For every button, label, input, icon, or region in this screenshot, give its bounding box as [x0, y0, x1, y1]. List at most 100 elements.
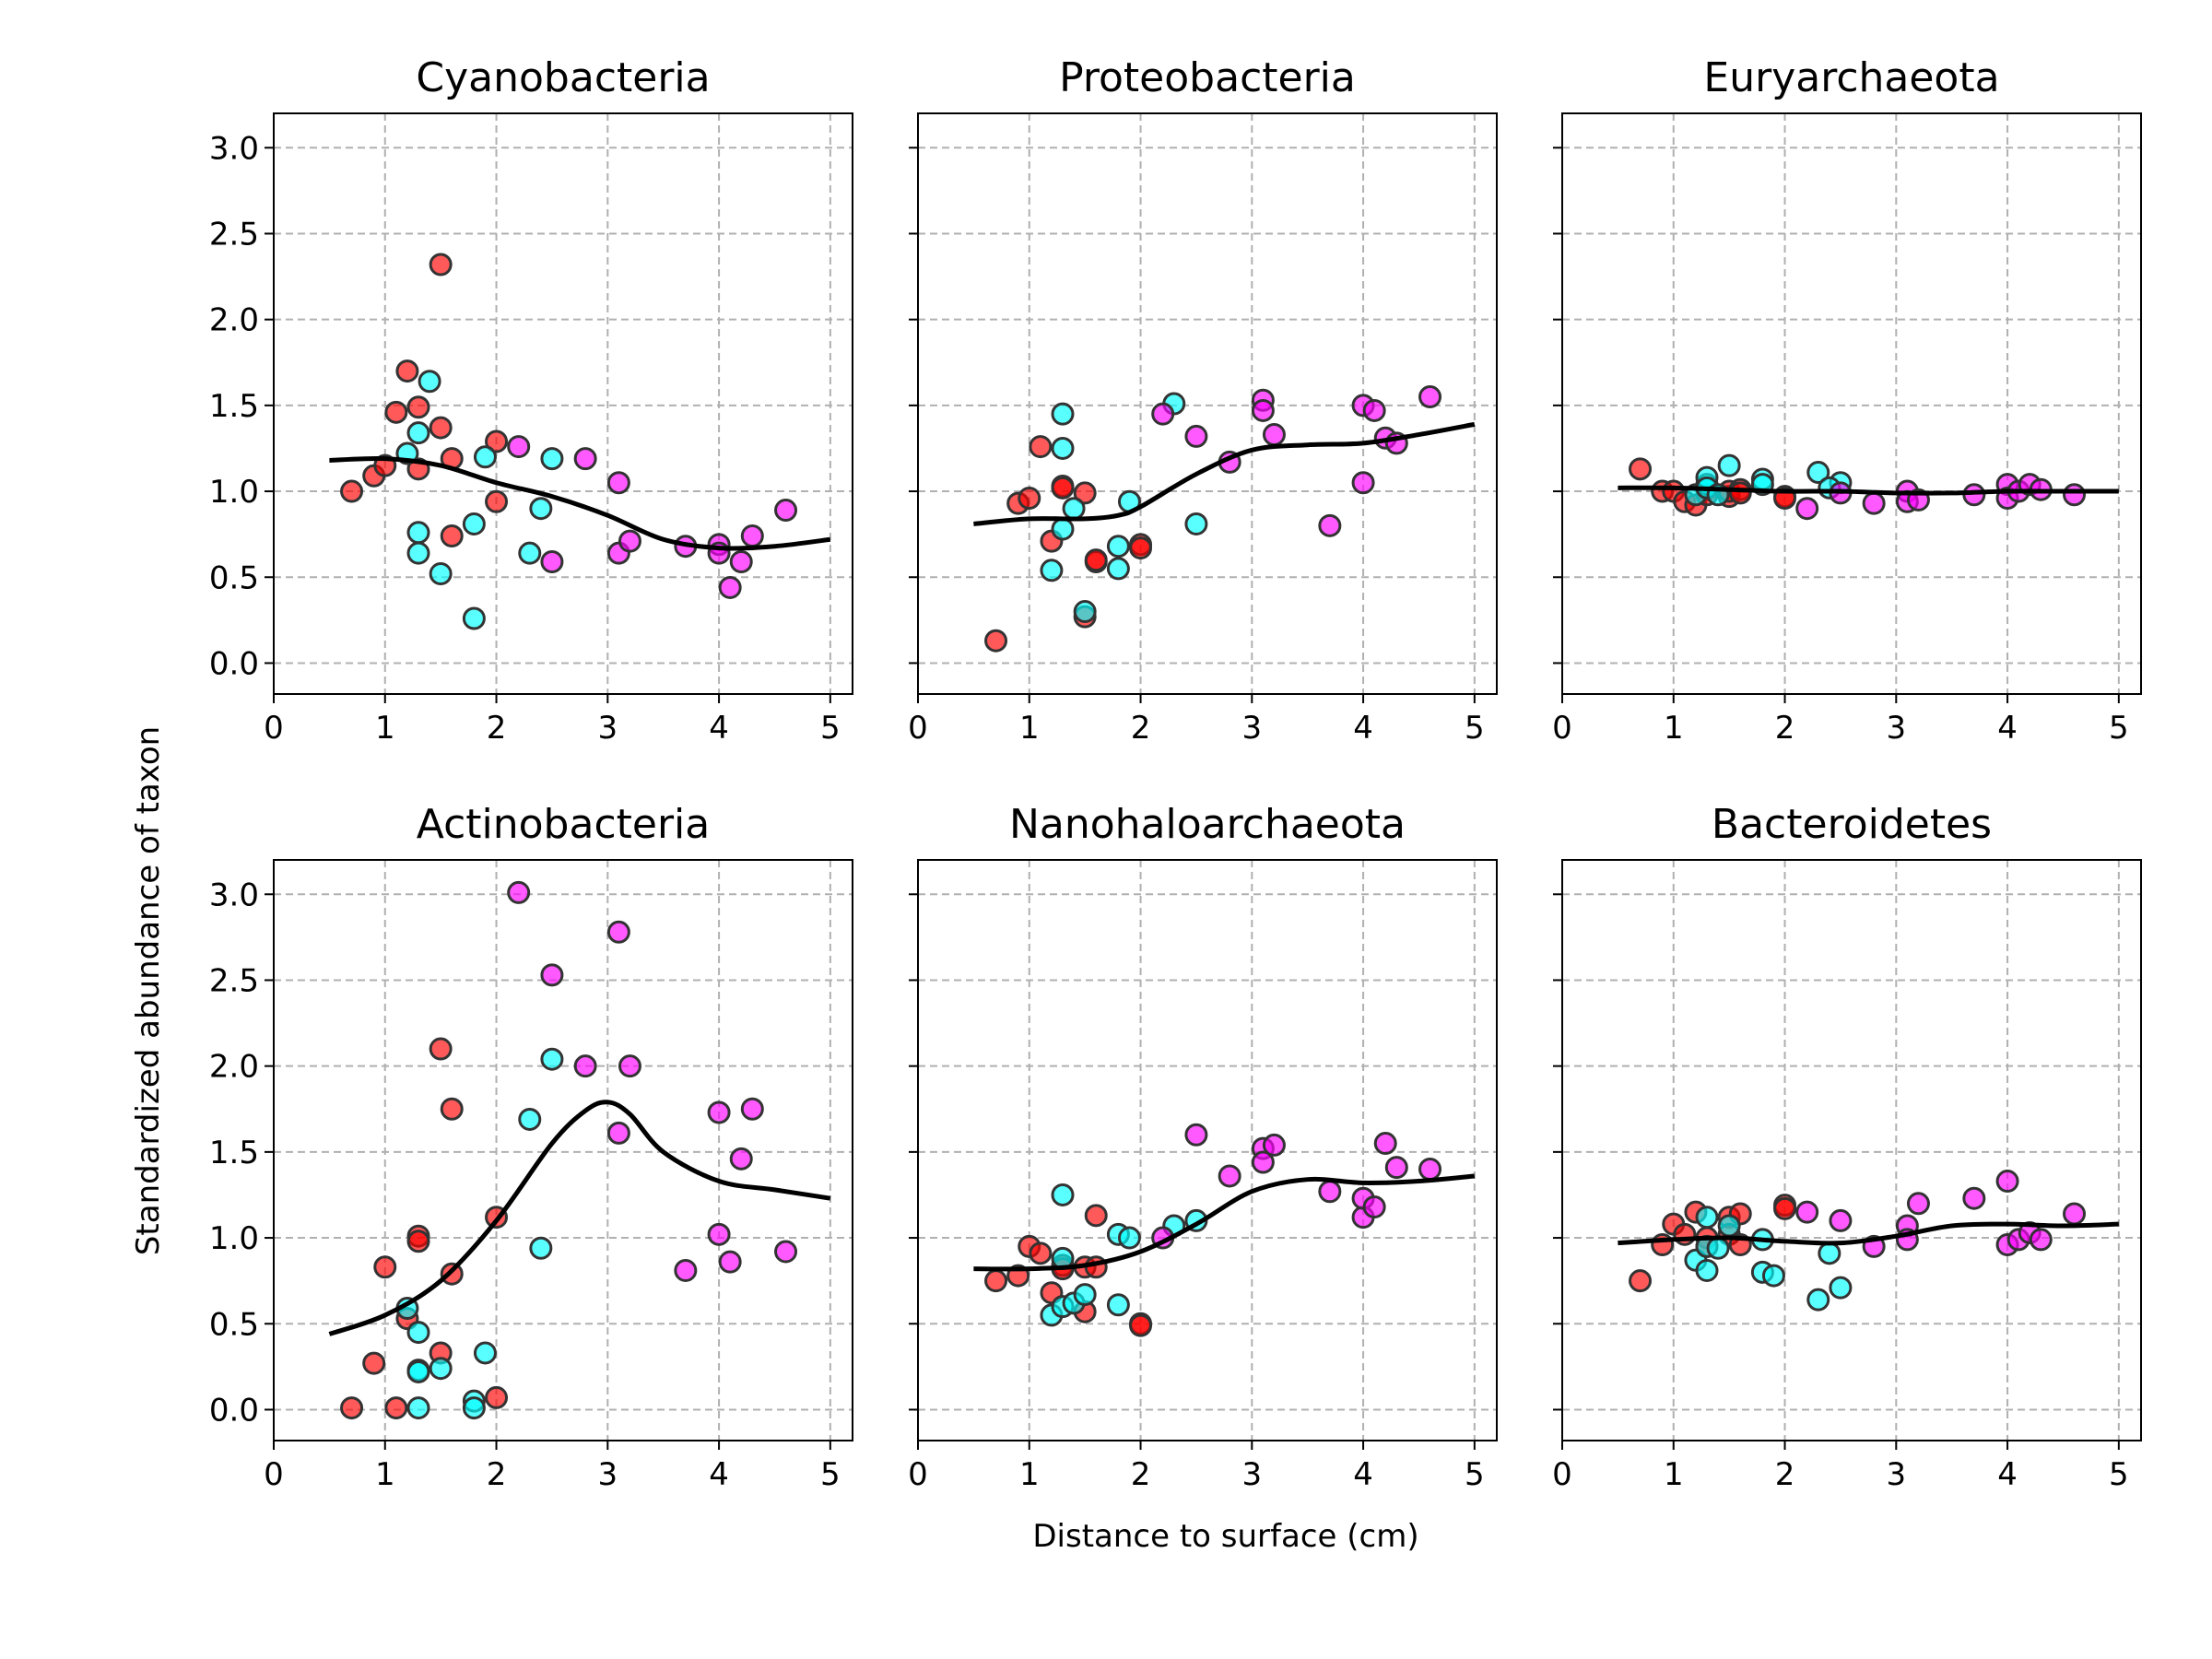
data-point-red: [406, 1230, 430, 1253]
trend-line: [328, 1100, 831, 1336]
data-point-cyan: [406, 521, 430, 545]
x-tick-label: 0: [264, 1456, 284, 1493]
x-tick-label: 2: [1775, 1456, 1795, 1493]
data-point-red: [406, 395, 430, 419]
data-point-red: [485, 429, 509, 453]
data-point-cyan: [1051, 1182, 1075, 1206]
y-axis-label: Standardized abundance of taxon: [130, 726, 167, 1255]
subplot-actinobacteria: 0 1 2 3 4 5 0.0 0.5 1.0 1.5 2.0 2.5 3.0 Actinobacteri…: [209, 801, 853, 1493]
data-point-magenta: [606, 1121, 630, 1145]
y-tick-label: 1.5: [209, 388, 259, 425]
data-point-magenta: [540, 963, 564, 987]
data-point-magenta: [674, 1258, 698, 1282]
data-point-red: [384, 1396, 408, 1420]
x-tick-label: 1: [375, 710, 395, 747]
data-point-cyan: [1117, 1226, 1141, 1250]
data-point-cyan: [529, 497, 553, 521]
x-tick-label: 5: [2109, 1456, 2129, 1493]
data-point-red: [1073, 481, 1097, 505]
data-point-magenta: [1318, 513, 1342, 537]
data-point-cyan: [462, 1396, 486, 1420]
data-point-cyan: [1806, 461, 1830, 485]
data-point-cyan: [518, 541, 542, 565]
data-point-magenta: [1262, 423, 1286, 447]
y-tick-label: 0.5: [209, 559, 259, 596]
y-tick-label: 2.5: [209, 216, 259, 253]
y-tick-label: 1.0: [209, 474, 259, 511]
y-tick-label: 2.0: [209, 302, 259, 339]
data-point-magenta: [1218, 1164, 1241, 1188]
data-point-red: [340, 479, 364, 503]
x-tick-label: 3: [1886, 710, 1906, 747]
subplot-proteobacteria: 0 1 2 3 4 5 Proteobacteria: [908, 54, 1498, 747]
data-point-cyan: [1106, 557, 1130, 581]
data-point-red: [340, 1396, 364, 1420]
data-point-red: [1029, 435, 1053, 459]
x-tick-label: 0: [908, 710, 928, 747]
x-tick-label: 1: [1664, 1456, 1684, 1493]
y-tick-label: 0.0: [209, 645, 259, 682]
data-point-cyan: [1829, 1276, 1853, 1300]
x-tick-label: 3: [1241, 710, 1262, 747]
data-point-magenta: [1251, 398, 1275, 422]
axes-frame: [1561, 112, 2142, 695]
data-point-magenta: [1251, 1150, 1275, 1174]
data-point-red: [384, 400, 408, 424]
x-tick-label: 4: [1997, 710, 2018, 747]
data-point-cyan: [418, 370, 441, 394]
panel-title: Proteobacteria: [1059, 54, 1356, 101]
x-tick-label: 4: [709, 710, 729, 747]
data-point-cyan: [1040, 559, 1064, 582]
x-tick-label: 0: [1552, 1456, 1572, 1493]
data-point-magenta: [618, 529, 641, 553]
data-point-magenta: [606, 920, 630, 944]
data-point-red: [440, 1262, 464, 1286]
data-point-red: [485, 1385, 509, 1409]
x-tick-label: 4: [709, 1456, 729, 1493]
data-point-magenta: [1318, 1180, 1342, 1204]
data-point-cyan: [1761, 1264, 1785, 1288]
trend-line: [973, 421, 1476, 526]
y-tick-label: 1.0: [209, 1220, 259, 1257]
x-tick-label: 2: [1775, 710, 1795, 747]
data-point-magenta: [740, 524, 764, 548]
data-point-red: [373, 1255, 397, 1279]
data-point-cyan: [1818, 1241, 1841, 1265]
data-point-cyan: [473, 1341, 497, 1365]
data-point-cyan: [462, 512, 486, 535]
data-point-magenta: [1384, 1156, 1408, 1180]
x-tick-label: 5: [820, 1456, 841, 1493]
data-point-red: [362, 1351, 386, 1375]
x-tick-label: 3: [1886, 1456, 1906, 1493]
data-point-magenta: [1795, 1200, 1819, 1224]
data-point-red: [1129, 1313, 1153, 1337]
data-point-cyan: [1806, 1288, 1830, 1312]
data-point-cyan: [406, 1396, 430, 1420]
data-point-cyan: [1062, 497, 1086, 521]
y-tick-label: 2.0: [209, 1049, 259, 1086]
data-point-red: [984, 629, 1008, 653]
data-point-red: [1629, 1269, 1653, 1293]
data-point-cyan: [529, 1236, 553, 1260]
data-point-magenta: [573, 447, 597, 471]
data-point-magenta: [1184, 424, 1208, 448]
data-point-magenta: [718, 575, 742, 599]
subplot-cyanobacteria: 0 1 2 3 4 5 0.0 0.5 1.0 1.5 2.0 2.5 3.0 Cyanobacteria: [209, 54, 853, 747]
data-point-magenta: [774, 499, 798, 523]
x-tick-label: 4: [1353, 1456, 1373, 1493]
data-point-red: [1018, 487, 1041, 511]
data-point-red: [1773, 1196, 1797, 1220]
panel-title: Euryarchaeota: [1703, 54, 1999, 101]
data-point-cyan: [1695, 1258, 1719, 1282]
trend-line: [973, 1173, 1476, 1272]
panel-title: Actinobacteria: [417, 801, 710, 848]
x-tick-label: 3: [597, 710, 618, 747]
data-point-red: [395, 359, 419, 383]
data-point-cyan: [406, 1359, 430, 1383]
data-point-cyan: [429, 1357, 453, 1381]
data-point-magenta: [729, 549, 753, 573]
data-point-magenta: [1862, 491, 1886, 515]
data-point-magenta: [507, 435, 531, 459]
subplot-grid: 0 1 2 3 4 5 0.0 0.5 1.0 1.5 2.0 2.5 3.0 Cyanobacteria…: [209, 54, 2142, 1493]
